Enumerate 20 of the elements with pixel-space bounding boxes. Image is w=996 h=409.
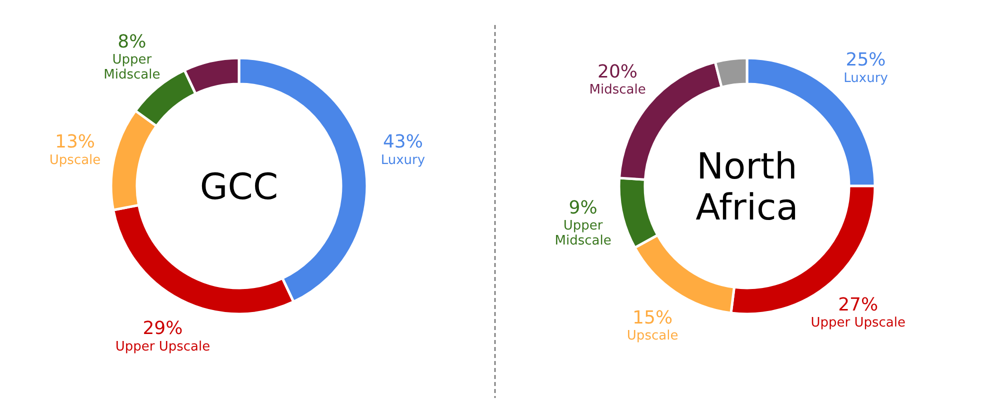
data-label: 29% (142, 318, 183, 340)
data-label: 9% (568, 198, 598, 219)
data-label: 8% (118, 31, 146, 52)
data-label: 25% (846, 50, 886, 71)
data-label: 27% (838, 294, 878, 316)
data-label: 13% (55, 132, 96, 153)
slice-label: Upper Midscale (554, 218, 612, 249)
slice-label: Upper Upscale (115, 339, 210, 354)
text: North Africa (696, 146, 798, 229)
slice-label: Upscale (49, 152, 101, 168)
slice-label: Upper Midscale (104, 52, 160, 83)
slice-label: Upscale (626, 328, 678, 344)
slice-label: Upper Upscale (810, 316, 906, 331)
data-label: 15% (632, 307, 673, 328)
slice-label: Luxury (844, 70, 888, 86)
text: GCC (200, 166, 278, 208)
slice-label: Luxury (380, 152, 426, 168)
data-label: 43% (382, 132, 423, 153)
data-label: 20% (598, 61, 638, 82)
slice-label: Midscale (589, 82, 646, 98)
